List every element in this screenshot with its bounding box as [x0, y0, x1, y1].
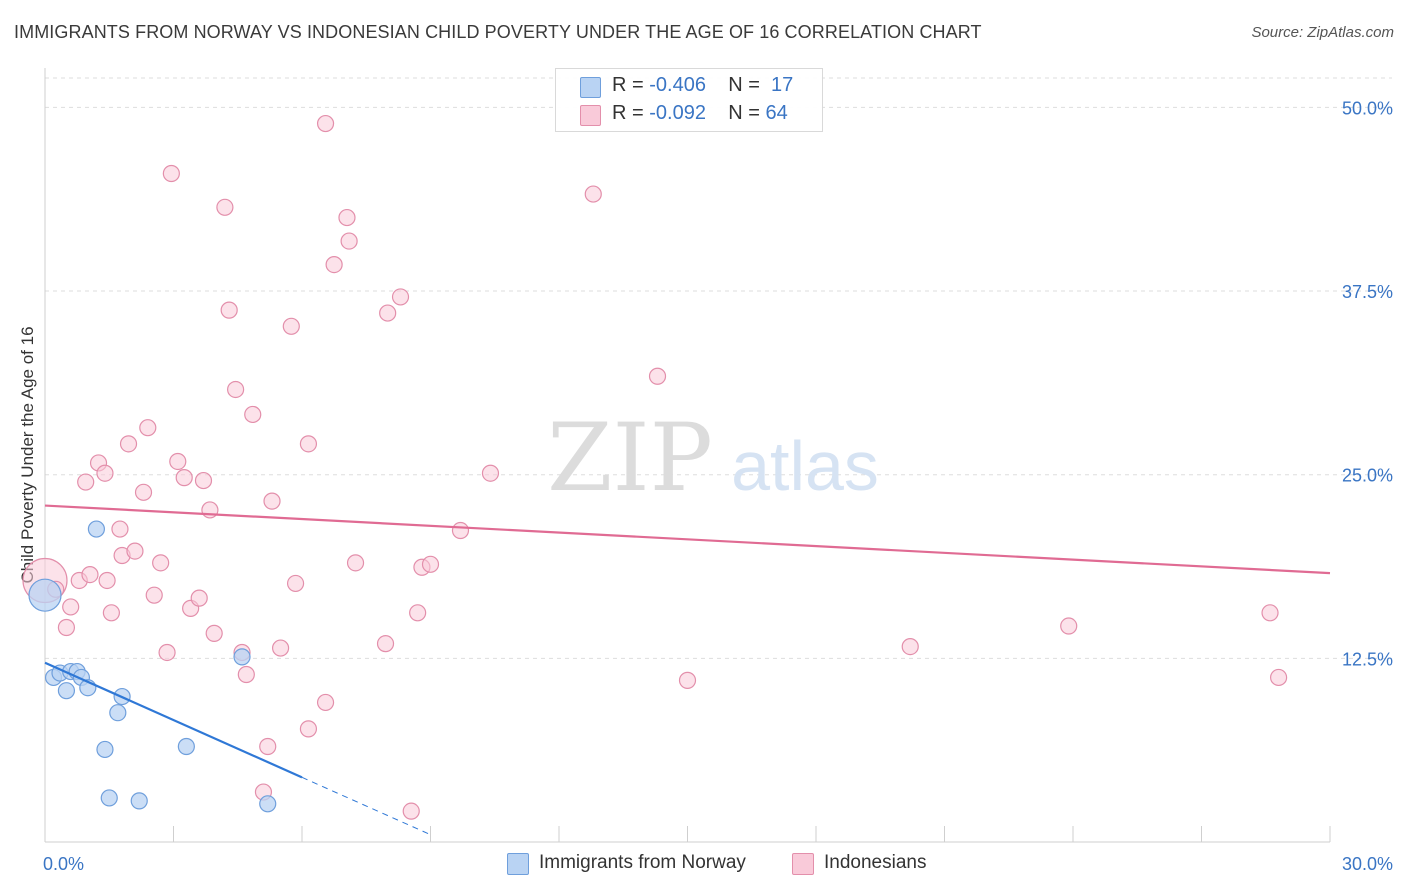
chart-title: IMMIGRANTS FROM NORWAY VS INDONESIAN CHI… — [14, 22, 982, 42]
indonesians-point — [145, 586, 163, 604]
indonesians-point — [402, 802, 420, 820]
bottom-indonesians-swatch — [792, 853, 814, 875]
indonesians-point — [271, 639, 290, 657]
indonesians-point — [111, 520, 129, 538]
indonesians-point — [126, 542, 144, 560]
x-tick-label-min: 0.0% — [43, 854, 84, 874]
indonesians-point — [648, 367, 667, 385]
indonesians-point — [216, 198, 234, 216]
bottom-norway-label: Immigrants from Norway — [539, 852, 746, 873]
indonesians-point — [282, 317, 300, 335]
indonesians-point — [96, 464, 114, 482]
indonesians-point — [62, 598, 80, 616]
indonesians-point — [158, 643, 176, 662]
watermark: ZIP atlas — [547, 404, 879, 513]
indonesians-point — [57, 618, 76, 637]
indonesians-point — [205, 624, 223, 642]
indonesians-point — [102, 604, 120, 622]
tick-labels: 12.5% 25.0% 37.5% 50.0% 0.0% 30.0% — [43, 98, 1393, 874]
indonesians-point — [162, 164, 180, 183]
indonesians-point — [169, 452, 187, 471]
indonesians-point — [152, 554, 170, 572]
indonesians-point — [220, 301, 238, 319]
bottom-norway-swatch — [507, 853, 529, 875]
indonesians-r-value: -0.092 — [649, 102, 706, 124]
indonesians-point — [139, 419, 157, 437]
indonesians-n-label: N = — [728, 102, 760, 124]
indonesians-point — [481, 464, 500, 482]
indonesians-swatch — [580, 105, 601, 126]
norway-point — [259, 795, 277, 813]
norway-point — [100, 789, 118, 807]
y-tick-label: 37.5% — [1342, 282, 1393, 302]
indonesians-point — [190, 589, 208, 607]
norway-point — [109, 704, 127, 722]
indonesians-point — [316, 693, 335, 712]
indonesians-r-label: R = — [612, 102, 644, 124]
norway-point — [57, 682, 76, 700]
indonesians-point — [237, 665, 255, 684]
norway-point — [130, 792, 148, 810]
y-tick-label: 25.0% — [1342, 466, 1393, 486]
norway-swatch — [580, 77, 601, 98]
gridlines — [45, 77, 1392, 659]
indonesians-point — [134, 483, 153, 501]
norway-series — [28, 520, 277, 813]
indonesians-trend-line — [44, 504, 1331, 575]
indonesians-point — [584, 185, 602, 203]
trend-lines — [44, 504, 1331, 836]
indonesians-point — [340, 232, 358, 250]
norway-point — [87, 520, 106, 538]
indonesians-point — [98, 571, 116, 590]
indonesians-point — [379, 304, 397, 322]
indonesians-point — [227, 380, 245, 399]
norway-point — [96, 740, 114, 759]
indonesians-point — [263, 492, 281, 510]
y-tick-label: 12.5% — [1342, 649, 1393, 669]
indonesians-point — [409, 604, 427, 622]
indonesians-point — [1269, 668, 1288, 687]
indonesians-point — [299, 435, 318, 453]
correlation-legend: R = -0.406 N = 17 R = -0.092 N = 64 — [555, 68, 823, 132]
axes — [44, 68, 1331, 843]
indonesians-n-value: 64 — [765, 102, 788, 124]
norway-n-label: N = — [728, 74, 760, 96]
indonesians-point — [316, 114, 335, 133]
indonesians-point — [338, 208, 356, 227]
norway-trend-line — [44, 661, 303, 779]
norway-r-value: -0.406 — [649, 74, 706, 96]
source-label: Source: ZipAtlas.com — [1251, 24, 1394, 41]
indonesians-point — [391, 288, 410, 306]
norway-trend-extension — [301, 776, 431, 836]
norway-n-value: 17 — [771, 74, 794, 96]
y-tick-label: 50.0% — [1342, 98, 1393, 118]
bottom-indonesians-label: Indonesians — [824, 852, 927, 873]
norway-r-label: R = — [612, 74, 644, 96]
indonesians-point — [1060, 617, 1078, 635]
watermark-zip: ZIP — [547, 404, 713, 513]
indonesians-point — [244, 405, 262, 424]
watermark-atlas: atlas — [731, 427, 879, 505]
indonesians-point — [77, 473, 95, 491]
x-tick-label-max: 30.0% — [1342, 854, 1393, 874]
indonesians-point — [346, 554, 365, 572]
indonesians-point — [175, 469, 193, 487]
indonesians-point — [421, 555, 440, 573]
indonesians-point — [901, 637, 919, 656]
indonesians-point — [376, 635, 395, 653]
indonesians-point — [1261, 604, 1279, 622]
indonesians-point — [299, 720, 318, 738]
norway-point — [177, 737, 195, 756]
norway-point — [28, 578, 62, 612]
indonesians-point — [286, 574, 305, 593]
indonesians-point — [119, 435, 138, 453]
indonesians-point — [678, 671, 697, 689]
indonesians-point — [194, 471, 213, 490]
norway-point — [233, 648, 251, 666]
indonesians-point — [451, 521, 470, 540]
indonesians-point — [259, 737, 277, 756]
indonesians-point — [325, 255, 343, 274]
indonesians-point — [81, 565, 99, 584]
